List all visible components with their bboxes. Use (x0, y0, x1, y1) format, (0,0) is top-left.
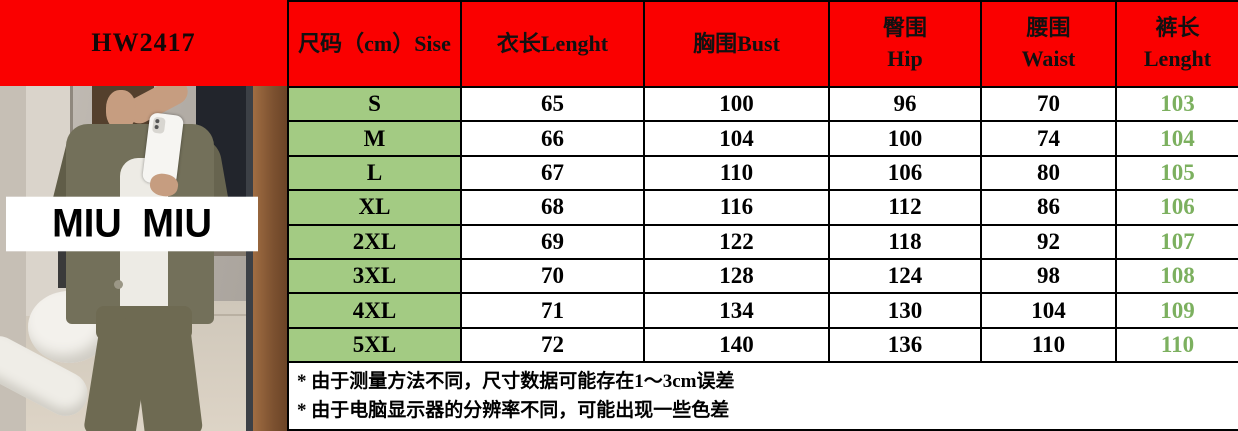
pants-length-value: 110 (1115, 326, 1238, 364)
waist-value: 98 (980, 258, 1117, 295)
bust-value: 140 (643, 326, 830, 364)
mirror-wood-frame (253, 86, 287, 431)
pants-length-value: 103 (1115, 85, 1238, 123)
col-header-length: 衣长Lenght (460, 0, 645, 88)
waist-value: 74 (980, 120, 1117, 157)
size-value: XL (287, 189, 462, 226)
bust-value: 100 (643, 85, 830, 123)
pants-length-value: 105 (1115, 154, 1238, 192)
length-value: 69 (460, 223, 645, 261)
waist-value: 110 (980, 326, 1117, 364)
waist-value: 104 (980, 292, 1117, 329)
size-value: 2XL (287, 223, 462, 261)
product-code-banner: HW2417 (0, 0, 287, 86)
table-row: S 65 100 96 70 103 (287, 85, 1238, 123)
length-value: 67 (460, 154, 645, 192)
notes-row: * 由于测量方法不同，尺寸数据可能存在1～3cm误差 * 由于电脑显示器的分辨率… (287, 361, 1238, 431)
length-value: 71 (460, 292, 645, 329)
hip-value: 130 (828, 292, 982, 329)
product-photo: MIU MIU (0, 86, 287, 431)
size-value: L (287, 154, 462, 192)
bust-value: 134 (643, 292, 830, 329)
pants-length-value: 104 (1115, 120, 1238, 157)
product-code: HW2417 (91, 28, 196, 57)
hip-value: 100 (828, 120, 982, 157)
hip-value: 136 (828, 326, 982, 364)
bust-value: 122 (643, 223, 830, 261)
bust-value: 110 (643, 154, 830, 192)
table-row: 5XL 72 140 136 110 110 (287, 326, 1238, 364)
waist-value: 92 (980, 223, 1117, 261)
pants-length-value: 106 (1115, 189, 1238, 226)
table-row: 3XL 70 128 124 98 108 (287, 258, 1238, 295)
bust-value: 104 (643, 120, 830, 157)
waist-value: 86 (980, 189, 1117, 226)
size-value: M (287, 120, 462, 157)
mirror-edge (246, 86, 253, 431)
brand-logo-text: MIU MIU (52, 201, 212, 246)
hip-value: 96 (828, 85, 982, 123)
table-row: XL 68 116 112 86 106 (287, 189, 1238, 226)
bust-value: 128 (643, 258, 830, 295)
measurement-notes: * 由于测量方法不同，尺寸数据可能存在1～3cm误差 * 由于电脑显示器的分辨率… (287, 361, 1238, 431)
table-row: 2XL 69 122 118 92 107 (287, 223, 1238, 261)
bust-value: 116 (643, 189, 830, 226)
size-value: 4XL (287, 292, 462, 329)
length-value: 65 (460, 85, 645, 123)
hip-value: 124 (828, 258, 982, 295)
table-row: 4XL 71 134 130 104 109 (287, 292, 1238, 329)
note-color-difference: * 由于电脑显示器的分辨率不同，可能出现一些色差 (297, 400, 730, 422)
length-value: 66 (460, 120, 645, 157)
waist-value: 70 (980, 85, 1117, 123)
model-face (106, 90, 136, 130)
hip-value: 106 (828, 154, 982, 192)
length-value: 70 (460, 258, 645, 295)
col-header-bust: 胸围Bust (643, 0, 830, 88)
header-row: 尺码（cm）Sise 衣长Lenght 胸围Bust 臀围 Hip 腰围 Waist… (287, 0, 1238, 88)
doorway-sill (196, 248, 252, 256)
size-value: S (287, 85, 462, 123)
col-header-hip: 臀围 Hip (828, 0, 982, 88)
hip-value: 112 (828, 189, 982, 226)
hip-value: 118 (828, 223, 982, 261)
brand-logo-band: MIU MIU (6, 196, 258, 252)
length-value: 68 (460, 189, 645, 226)
size-value: 5XL (287, 326, 462, 364)
pants-length-value: 109 (1115, 292, 1238, 329)
size-chart-table: 尺码（cm）Sise 衣长Lenght 胸围Bust 臀围 Hip 腰围 Waist… (287, 0, 1238, 431)
table-row: M 66 104 100 74 104 (287, 120, 1238, 157)
col-header-pants-length: 裤长 Lenght (1115, 0, 1238, 88)
table-row: L 67 110 106 80 105 (287, 154, 1238, 192)
pants-length-value: 107 (1115, 223, 1238, 261)
size-value: 3XL (287, 258, 462, 295)
waist-value: 80 (980, 154, 1117, 192)
pants-length-value: 108 (1115, 258, 1238, 295)
col-header-size: 尺码（cm）Sise (287, 0, 462, 88)
note-measurement-tolerance: * 由于测量方法不同，尺寸数据可能存在1～3cm误差 (297, 370, 735, 392)
col-header-waist: 腰围 Waist (980, 0, 1117, 88)
length-value: 72 (460, 326, 645, 364)
